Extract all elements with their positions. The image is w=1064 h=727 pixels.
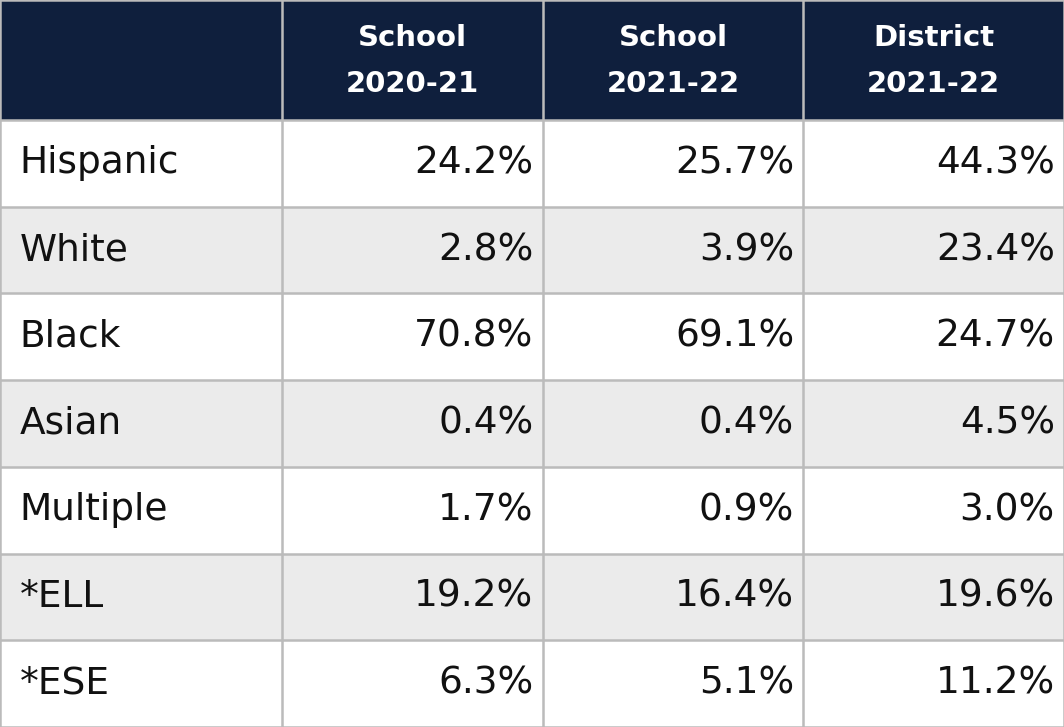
Bar	[0, 380, 282, 467]
Bar	[543, 467, 803, 553]
Text: Asian: Asian	[20, 406, 122, 441]
Bar	[282, 640, 543, 727]
Bar	[803, 120, 1064, 206]
Bar	[282, 553, 543, 640]
Text: 24.7%: 24.7%	[935, 318, 1054, 355]
Text: School: School	[358, 25, 467, 52]
Bar	[803, 206, 1064, 294]
Text: 19.2%: 19.2%	[414, 579, 533, 615]
Text: 24.2%: 24.2%	[414, 145, 533, 181]
Bar	[282, 0, 543, 120]
Bar	[282, 294, 543, 380]
Bar	[0, 0, 282, 120]
Bar	[803, 294, 1064, 380]
Bar	[282, 120, 543, 206]
Text: District: District	[874, 25, 994, 52]
Bar	[0, 553, 282, 640]
Text: 0.4%: 0.4%	[699, 406, 794, 441]
Text: 11.2%: 11.2%	[935, 666, 1054, 702]
Text: *ELL: *ELL	[20, 579, 104, 615]
Bar	[282, 467, 543, 553]
Text: 69.1%: 69.1%	[675, 318, 794, 355]
Text: 23.4%: 23.4%	[936, 232, 1054, 268]
Bar	[0, 206, 282, 294]
Text: 2.8%: 2.8%	[438, 232, 533, 268]
Bar	[543, 294, 803, 380]
Bar	[282, 206, 543, 294]
Text: White: White	[20, 232, 129, 268]
Text: Hispanic: Hispanic	[20, 145, 179, 181]
Text: Multiple: Multiple	[20, 492, 168, 529]
Text: 2021-22: 2021-22	[606, 70, 739, 98]
Text: 16.4%: 16.4%	[675, 579, 794, 615]
Text: 0.9%: 0.9%	[699, 492, 794, 529]
Bar	[543, 206, 803, 294]
Text: 3.9%: 3.9%	[699, 232, 794, 268]
Bar	[543, 0, 803, 120]
Bar	[0, 467, 282, 553]
Text: Black: Black	[20, 318, 121, 355]
Text: 70.8%: 70.8%	[414, 318, 533, 355]
Bar	[0, 294, 282, 380]
Text: 5.1%: 5.1%	[699, 666, 794, 702]
Bar	[803, 640, 1064, 727]
Text: 3.0%: 3.0%	[960, 492, 1054, 529]
Bar	[543, 553, 803, 640]
Text: 0.4%: 0.4%	[438, 406, 533, 441]
Bar	[0, 120, 282, 206]
Bar	[803, 467, 1064, 553]
Bar	[543, 120, 803, 206]
Bar	[0, 640, 282, 727]
Bar	[543, 380, 803, 467]
Text: 25.7%: 25.7%	[675, 145, 794, 181]
Text: 44.3%: 44.3%	[936, 145, 1054, 181]
Bar	[803, 553, 1064, 640]
Bar	[803, 0, 1064, 120]
Text: 1.7%: 1.7%	[438, 492, 533, 529]
Bar	[282, 380, 543, 467]
Text: 6.3%: 6.3%	[438, 666, 533, 702]
Text: 4.5%: 4.5%	[960, 406, 1054, 441]
Text: *ESE: *ESE	[20, 666, 110, 702]
Bar	[803, 380, 1064, 467]
Text: School: School	[618, 25, 728, 52]
Text: 2021-22: 2021-22	[867, 70, 1000, 98]
Text: 2020-21: 2020-21	[346, 70, 479, 98]
Bar	[543, 640, 803, 727]
Text: 19.6%: 19.6%	[935, 579, 1054, 615]
